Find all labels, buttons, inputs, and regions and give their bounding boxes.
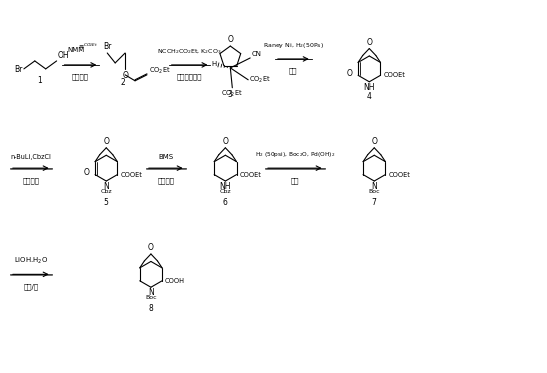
Text: Br: Br — [103, 42, 112, 51]
Text: 乙醇: 乙醇 — [290, 177, 299, 184]
Text: O: O — [228, 35, 233, 44]
Text: COOEt: COOEt — [383, 72, 405, 78]
Text: Cbz: Cbz — [101, 189, 112, 194]
Text: O: O — [103, 137, 109, 146]
Text: 2: 2 — [121, 78, 125, 87]
Text: BMS: BMS — [158, 154, 173, 160]
Text: 乙醇: 乙醇 — [289, 68, 298, 75]
Text: 1: 1 — [37, 76, 42, 85]
Text: 四氢呋喃: 四氢呋喃 — [22, 177, 39, 184]
Text: 二甲基甲酰胺: 二甲基甲酰胺 — [177, 74, 202, 81]
Text: OH: OH — [57, 51, 69, 60]
Text: NH: NH — [364, 83, 375, 92]
Text: N: N — [103, 182, 109, 191]
Text: CN: CN — [251, 51, 261, 57]
Text: H$_2$ (50psi), Boc$_2$O, Pd(OH)$_2$: H$_2$ (50psi), Boc$_2$O, Pd(OH)$_2$ — [254, 150, 335, 159]
Text: Boc: Boc — [369, 189, 380, 194]
Text: LiOH.H$_2$O: LiOH.H$_2$O — [14, 256, 48, 266]
Text: 8: 8 — [149, 304, 153, 313]
Text: O: O — [366, 38, 372, 47]
Text: COOEt: COOEt — [120, 172, 142, 178]
Text: CO$_2$Et: CO$_2$Et — [222, 89, 243, 99]
Text: O: O — [223, 137, 228, 146]
Text: Boc: Boc — [145, 295, 157, 300]
Text: Raney Ni, H$_2$(50Ps): Raney Ni, H$_2$(50Ps) — [263, 41, 324, 50]
Text: O: O — [346, 69, 352, 78]
Text: 3: 3 — [228, 90, 233, 99]
Text: 甲醇/水: 甲醇/水 — [24, 283, 38, 290]
Text: COOEt: COOEt — [240, 172, 261, 178]
Text: $\mathdefault{≡}$$^{CO_2Et}$: $\mathdefault{≡}$$^{CO_2Et}$ — [78, 41, 98, 50]
Text: NCCH$_2$CO$_2$Et, K$_2$CO$_3$: NCCH$_2$CO$_2$Et, K$_2$CO$_3$ — [158, 47, 222, 56]
Text: O: O — [122, 71, 128, 80]
Text: 7: 7 — [372, 198, 377, 207]
Text: O: O — [83, 168, 89, 177]
Text: COOH: COOH — [165, 278, 185, 284]
Text: CO$_2$Et: CO$_2$Et — [249, 75, 271, 85]
Text: N: N — [371, 182, 377, 191]
Text: O: O — [371, 137, 377, 146]
Text: Br: Br — [15, 65, 23, 74]
Text: NMM: NMM — [68, 47, 85, 53]
Text: n-BuLi,CbzCl: n-BuLi,CbzCl — [10, 154, 51, 160]
Text: O: O — [148, 243, 154, 252]
Text: 四氢呋喃: 四氢呋喃 — [158, 177, 174, 184]
Text: N: N — [148, 288, 154, 297]
Text: COOEt: COOEt — [388, 172, 410, 178]
Text: Cbz: Cbz — [219, 189, 231, 194]
Text: 6: 6 — [223, 198, 228, 207]
Text: H: H — [211, 61, 217, 67]
Text: 二氯甲烷: 二氯甲烷 — [72, 74, 89, 81]
Text: NH: NH — [219, 182, 231, 191]
Text: CO$_2$Et: CO$_2$Et — [149, 66, 171, 76]
Text: 5: 5 — [104, 198, 109, 207]
Text: 4: 4 — [367, 92, 372, 101]
